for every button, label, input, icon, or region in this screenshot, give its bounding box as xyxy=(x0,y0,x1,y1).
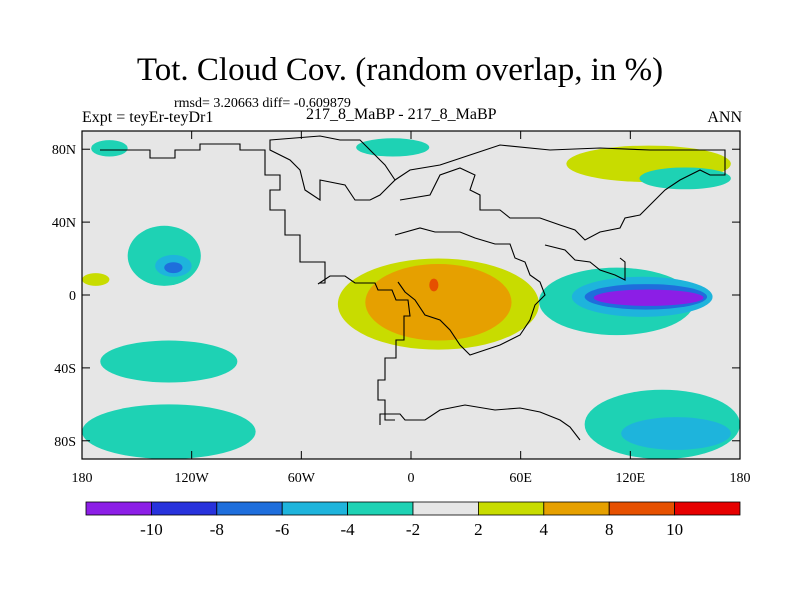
colorbar-label: -10 xyxy=(140,520,163,539)
contour-region-2 xyxy=(621,417,731,450)
coastline-antarctica xyxy=(379,404,581,441)
y-tick-label: 40S xyxy=(54,362,76,377)
x-tick-label: 120E xyxy=(616,471,646,486)
x-tick-label: 60W xyxy=(288,471,316,486)
coastline-greenland xyxy=(269,135,396,202)
contour-regions xyxy=(82,138,740,459)
coastline-north-america xyxy=(100,143,326,284)
contour-region-4 xyxy=(127,225,201,286)
colorbar-swatch xyxy=(281,501,349,516)
colorbar-label: 8 xyxy=(605,520,614,539)
y-tick-label: 80S xyxy=(54,435,76,450)
x-tick-label: 180 xyxy=(72,471,93,486)
coastlines xyxy=(100,135,726,441)
colorbar: -10 -8 -6 -4 -2 2 4 8 10 xyxy=(85,501,741,539)
x-tick-label: 0 xyxy=(408,471,415,486)
colorbar-swatch xyxy=(150,501,218,516)
colorbar-swatch xyxy=(216,501,283,516)
colorbar-swatch xyxy=(412,501,479,516)
colorbar-label: 2 xyxy=(474,520,483,539)
case-label: 217_8_MaBP - 217_8_MaBP xyxy=(306,106,497,123)
colorbar-swatch xyxy=(543,501,610,516)
colorbar-label: -8 xyxy=(210,520,224,539)
colorbar-label: 10 xyxy=(666,520,683,539)
y-tick-label: 80N xyxy=(52,143,76,158)
x-axis: 180 120W 60W 0 60E 120E 180 xyxy=(72,131,751,486)
colorbar-swatch xyxy=(674,501,741,516)
season-label: ANN xyxy=(707,109,742,126)
y-axis: 80N 40N 0 40S 80S xyxy=(52,143,740,450)
rmsd-diff-stats: rmsd= 3.20663 diff= -0.609879 xyxy=(174,96,351,111)
experiment-label: Expt = teyEr-teyDr1 xyxy=(82,109,214,126)
coastline-eurasia xyxy=(394,144,726,241)
contour-region-19 xyxy=(356,138,430,157)
contour-region-3 xyxy=(100,340,238,383)
colorbar-label: 4 xyxy=(540,520,549,539)
y-tick-label: 40N xyxy=(52,216,76,231)
coastline-south-america xyxy=(317,275,411,421)
contour-region-18 xyxy=(91,140,128,157)
contour-region-17 xyxy=(639,167,731,190)
colorbar-swatch xyxy=(85,501,152,516)
contour-region-14 xyxy=(82,273,110,286)
colorbar-swatch xyxy=(347,501,414,516)
x-tick-label: 120W xyxy=(175,471,210,486)
y-tick-label: 0 xyxy=(69,289,76,304)
plot-title: Tot. Cloud Cov. (random overlap, in %) xyxy=(136,52,664,88)
colorbar-label: -6 xyxy=(275,520,289,539)
x-tick-label: 60E xyxy=(509,471,532,486)
x-tick-label: 180 xyxy=(730,471,751,486)
colorbar-label: -2 xyxy=(406,520,420,539)
coastline-africa xyxy=(394,227,546,356)
contour-region-0 xyxy=(82,404,256,459)
colorbar-label: -4 xyxy=(341,520,356,539)
contour-region-10 xyxy=(593,289,704,306)
contour-region-6 xyxy=(164,262,183,274)
colorbar-swatch xyxy=(477,501,545,516)
contour-region-13 xyxy=(429,278,439,292)
contour-region-12 xyxy=(365,264,512,341)
colorbar-swatch xyxy=(608,501,676,516)
coastline-asia-south xyxy=(544,244,626,281)
